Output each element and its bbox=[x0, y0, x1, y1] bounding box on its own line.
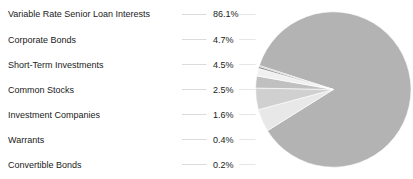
svg-text:4.7%: 4.7% bbox=[213, 35, 234, 45]
svg-text:Convertible Bonds: Convertible Bonds bbox=[8, 160, 82, 170]
svg-text:Investment Companies: Investment Companies bbox=[8, 110, 101, 120]
svg-text:Common Stocks: Common Stocks bbox=[8, 85, 75, 95]
svg-text:Corporate Bonds: Corporate Bonds bbox=[8, 35, 77, 45]
svg-text:Warrants: Warrants bbox=[8, 135, 45, 145]
svg-text:0.4%: 0.4% bbox=[213, 135, 234, 145]
svg-text:Short-Term Investments: Short-Term Investments bbox=[8, 60, 104, 70]
svg-text:0.2%: 0.2% bbox=[213, 160, 234, 170]
svg-text:1.6%: 1.6% bbox=[213, 110, 234, 120]
svg-text:2.5%: 2.5% bbox=[213, 85, 234, 95]
svg-text:86.1%: 86.1% bbox=[213, 9, 239, 19]
svg-text:4.5%: 4.5% bbox=[213, 60, 234, 70]
svg-text:Variable Rate Senior Loan Inte: Variable Rate Senior Loan Interests bbox=[8, 9, 150, 19]
